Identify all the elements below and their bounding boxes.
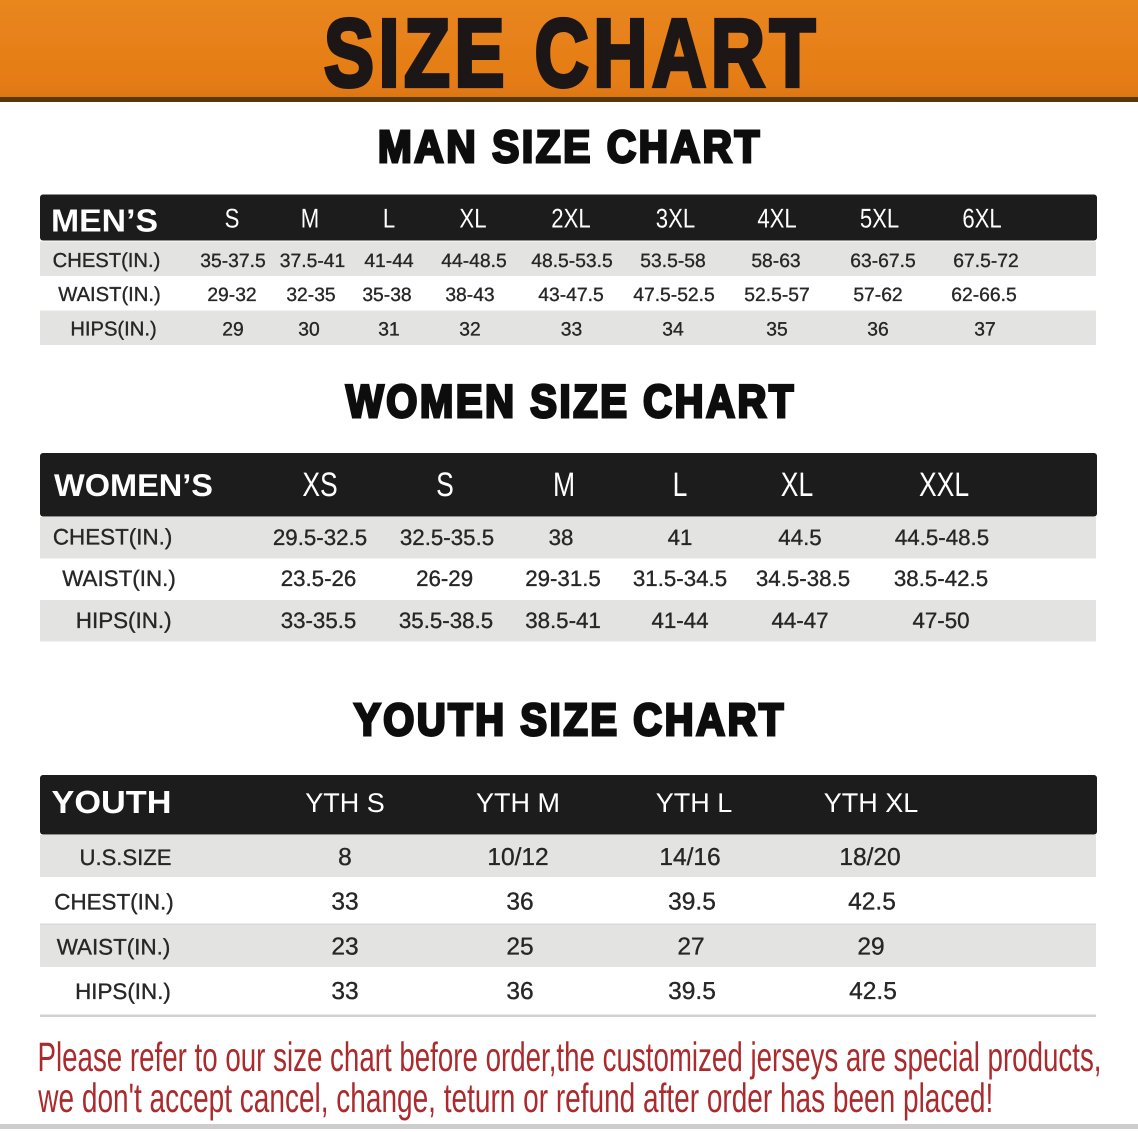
svg-text:33-35.5: 33-35.5 (281, 608, 357, 633)
svg-text:35-37.5: 35-37.5 (200, 251, 265, 272)
svg-text:4XL: 4XL (757, 204, 796, 234)
svg-text:29.5-32.5: 29.5-32.5 (273, 525, 367, 550)
svg-text:36: 36 (506, 978, 533, 1005)
svg-text:25: 25 (506, 934, 533, 961)
svg-text:38: 38 (549, 525, 574, 550)
svg-text:32: 32 (459, 320, 480, 341)
svg-text:5XL: 5XL (860, 204, 899, 234)
svg-text:S: S (436, 466, 454, 504)
svg-text:41-44: 41-44 (364, 251, 414, 272)
svg-text:L: L (673, 466, 688, 504)
svg-text:8: 8 (338, 844, 352, 871)
svg-text:we don't accept cancel, change: we don't accept cancel, change, teturn o… (38, 1075, 994, 1121)
svg-text:39.5: 39.5 (668, 978, 716, 1005)
svg-text:53.5-58: 53.5-58 (640, 251, 705, 272)
svg-text:29: 29 (857, 934, 884, 961)
svg-text:44-48.5: 44-48.5 (441, 251, 506, 272)
svg-text:XL: XL (459, 204, 486, 234)
svg-text:32-35: 32-35 (286, 285, 335, 306)
svg-text:3XL: 3XL (656, 204, 695, 234)
svg-text:38-43: 38-43 (445, 285, 494, 306)
svg-text:35.5-38.5: 35.5-38.5 (399, 608, 493, 633)
svg-text:14/16: 14/16 (659, 844, 720, 871)
svg-text:52.5-57: 52.5-57 (744, 285, 809, 306)
svg-text:WAIST(IN.): WAIST(IN.) (57, 935, 171, 960)
svg-text:HIPS(IN.): HIPS(IN.) (76, 608, 172, 633)
svg-text:S: S (225, 204, 240, 234)
svg-text:WAIST(IN.): WAIST(IN.) (58, 284, 160, 306)
svg-text:HIPS(IN.): HIPS(IN.) (70, 319, 156, 341)
svg-text:30: 30 (298, 320, 319, 341)
svg-text:YTH L: YTH L (656, 788, 733, 818)
svg-text:SIZE CHART: SIZE CHART (324, 0, 820, 107)
svg-text:62-66.5: 62-66.5 (951, 285, 1016, 306)
svg-text:47-50: 47-50 (912, 608, 969, 633)
svg-text:58-63: 58-63 (751, 251, 800, 272)
svg-text:44.5-48.5: 44.5-48.5 (895, 525, 989, 550)
svg-text:27: 27 (677, 934, 704, 961)
svg-text:YOUTH SIZE CHART: YOUTH SIZE CHART (354, 694, 786, 745)
svg-text:33: 33 (331, 889, 358, 916)
svg-text:41-44: 41-44 (651, 608, 708, 633)
svg-text:44-47: 44-47 (771, 608, 828, 633)
svg-text:WOMEN SIZE CHART: WOMEN SIZE CHART (346, 375, 796, 427)
svg-text:32.5-35.5: 32.5-35.5 (400, 525, 494, 550)
svg-text:38.5-41: 38.5-41 (525, 608, 601, 633)
svg-text:U.S.SIZE: U.S.SIZE (80, 845, 172, 870)
svg-text:37.5-41: 37.5-41 (280, 251, 345, 272)
svg-text:WOMEN’S: WOMEN’S (54, 467, 213, 503)
svg-text:35-38: 35-38 (362, 285, 411, 306)
svg-text:33: 33 (331, 978, 358, 1005)
svg-text:CHEST(IN.): CHEST(IN.) (54, 890, 173, 915)
svg-text:Please refer to our size chart: Please refer to our size chart before or… (38, 1034, 1102, 1080)
svg-text:2XL: 2XL (551, 204, 590, 234)
svg-text:36: 36 (506, 889, 533, 916)
svg-text:35: 35 (766, 320, 787, 341)
svg-text:XXL: XXL (919, 466, 969, 504)
svg-text:43-47.5: 43-47.5 (538, 285, 603, 306)
svg-text:29-32: 29-32 (207, 285, 256, 306)
svg-text:33: 33 (561, 320, 582, 341)
svg-text:M: M (553, 466, 575, 504)
svg-text:WAIST(IN.): WAIST(IN.) (62, 566, 176, 591)
svg-text:38.5-42.5: 38.5-42.5 (894, 566, 988, 591)
svg-text:48.5-53.5: 48.5-53.5 (531, 251, 612, 272)
svg-text:42.5: 42.5 (848, 889, 896, 916)
svg-text:63-67.5: 63-67.5 (850, 251, 915, 272)
svg-text:26-29: 26-29 (416, 566, 473, 591)
svg-text:18/20: 18/20 (839, 844, 900, 871)
svg-text:23.5-26: 23.5-26 (281, 566, 357, 591)
svg-text:YTH XL: YTH XL (824, 788, 919, 818)
svg-text:31.5-34.5: 31.5-34.5 (633, 566, 727, 591)
svg-text:67.5-72: 67.5-72 (953, 251, 1018, 272)
svg-text:42.5: 42.5 (849, 978, 897, 1005)
svg-text:L: L (383, 204, 395, 234)
svg-text:6XL: 6XL (962, 204, 1001, 234)
svg-text:47.5-52.5: 47.5-52.5 (633, 285, 714, 306)
svg-text:HIPS(IN.): HIPS(IN.) (75, 979, 171, 1004)
svg-text:XL: XL (781, 466, 813, 504)
svg-text:CHEST(IN.): CHEST(IN.) (53, 525, 172, 550)
svg-text:57-62: 57-62 (853, 285, 902, 306)
svg-text:37: 37 (974, 320, 995, 341)
svg-text:34.5-38.5: 34.5-38.5 (756, 566, 850, 591)
svg-text:YTH M: YTH M (476, 788, 560, 818)
svg-text:41: 41 (668, 525, 693, 550)
svg-text:M: M (301, 204, 319, 234)
svg-text:29: 29 (222, 320, 243, 341)
svg-text:39.5: 39.5 (668, 889, 716, 916)
svg-text:YOUTH: YOUTH (52, 784, 172, 820)
svg-text:44.5: 44.5 (778, 525, 821, 550)
svg-text:31: 31 (378, 320, 399, 341)
svg-text:23: 23 (331, 934, 358, 961)
svg-text:10/12: 10/12 (487, 844, 548, 871)
svg-text:29-31.5: 29-31.5 (525, 566, 601, 591)
svg-text:34: 34 (662, 320, 684, 341)
svg-text:CHEST(IN.): CHEST(IN.) (53, 250, 161, 272)
svg-text:YTH S: YTH S (305, 788, 385, 818)
svg-text:MAN SIZE CHART: MAN SIZE CHART (378, 121, 762, 172)
svg-text:36: 36 (867, 320, 888, 341)
svg-text:XS: XS (302, 466, 337, 504)
svg-text:MEN’S: MEN’S (51, 203, 158, 239)
